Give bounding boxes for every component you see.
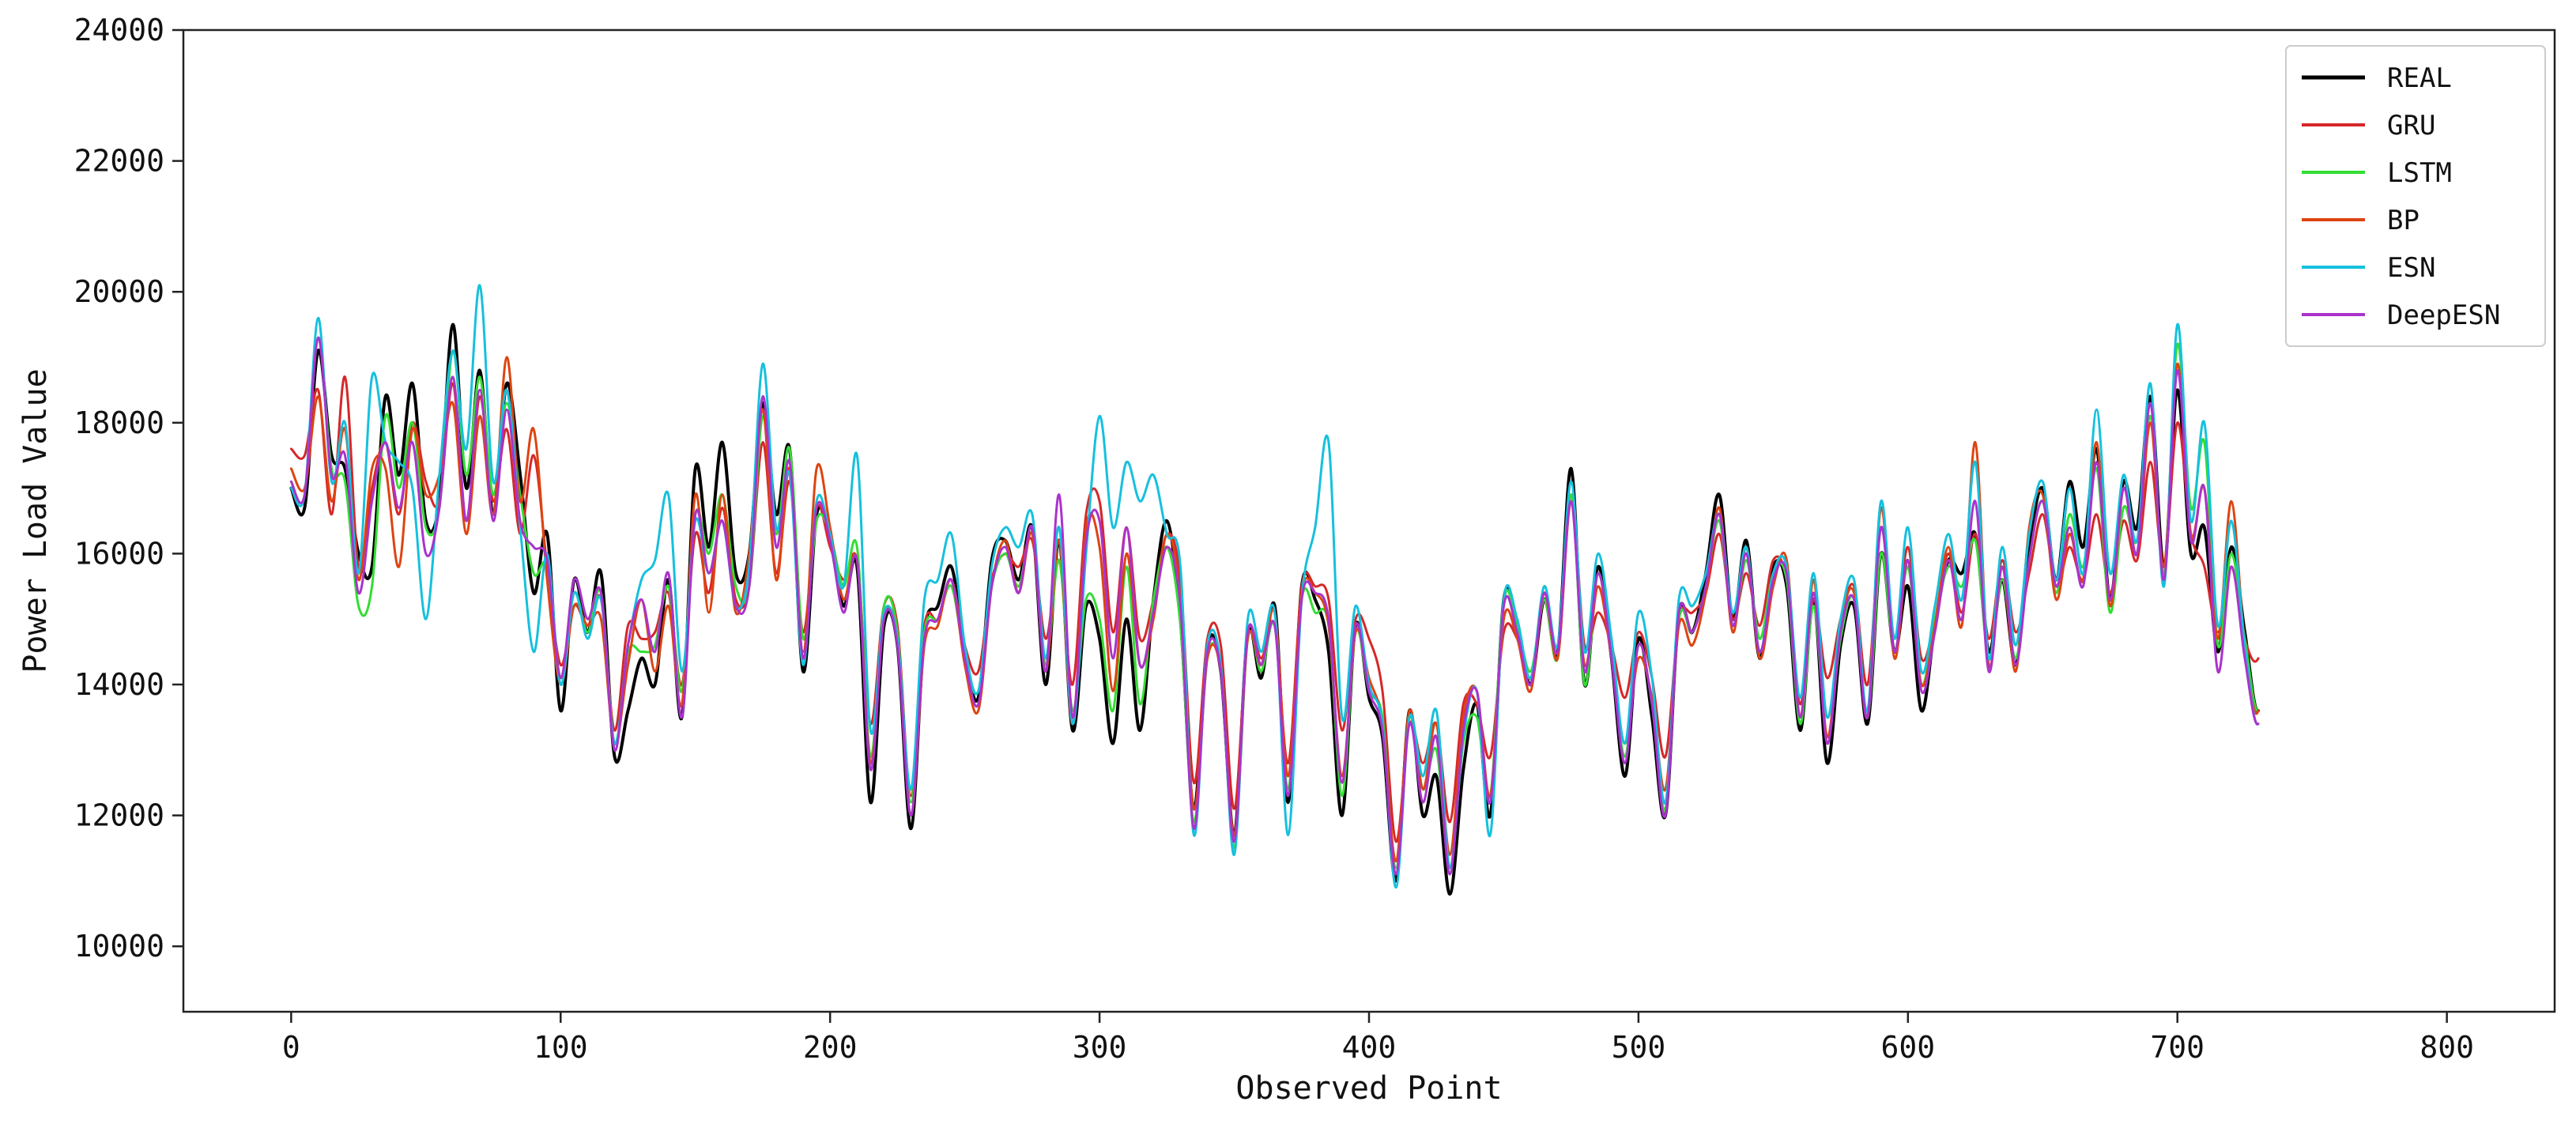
x-axis-title: Observed Point (1235, 1070, 1502, 1107)
x-axis: 0 100 200 300 400 500 600 700 800 (282, 1012, 2474, 1065)
x-tick-label: 700 (2150, 1030, 2204, 1065)
y-axis-title: Power Load Value (17, 368, 54, 673)
y-tick-label: 24000 (74, 13, 164, 47)
x-tick-label: 100 (534, 1030, 588, 1065)
y-tick-label: 10000 (74, 929, 164, 964)
y-tick-label: 20000 (74, 274, 164, 309)
y-tick-label: 16000 (74, 536, 164, 571)
y-axis: 10000 12000 14000 16000 18000 20000 22000 24000 (74, 13, 183, 964)
y-tick-label: 12000 (74, 798, 164, 833)
y-tick-label: 22000 (74, 144, 164, 179)
legend-label-deepesn: DeepESN (2387, 300, 2500, 331)
x-tick-label: 600 (1880, 1030, 1935, 1065)
legend-label-esn: ESN (2387, 252, 2435, 284)
x-tick-label: 500 (1612, 1030, 1666, 1065)
x-tick-label: 400 (1342, 1030, 1397, 1065)
legend-label-lstm: LSTM (2387, 157, 2452, 189)
series-layer (289, 284, 2260, 896)
x-tick-label: 800 (2419, 1030, 2474, 1065)
legend-items: REAL GRU LSTM BP ESN DeepESN (2302, 62, 2500, 331)
legend: REAL GRU LSTM BP ESN DeepESN (2285, 45, 2546, 347)
y-tick-label: 14000 (74, 667, 164, 702)
legend-label-bp: BP (2387, 205, 2419, 236)
legend-box (2285, 45, 2546, 347)
series-line-deepesn (289, 336, 2260, 876)
x-tick-label: 200 (803, 1030, 858, 1065)
y-tick-label: 18000 (74, 405, 164, 440)
legend-label-real: REAL (2387, 62, 2452, 94)
x-tick-label: 0 (282, 1030, 300, 1065)
legend-label-gru: GRU (2387, 110, 2435, 141)
x-tick-label: 300 (1073, 1030, 1127, 1065)
